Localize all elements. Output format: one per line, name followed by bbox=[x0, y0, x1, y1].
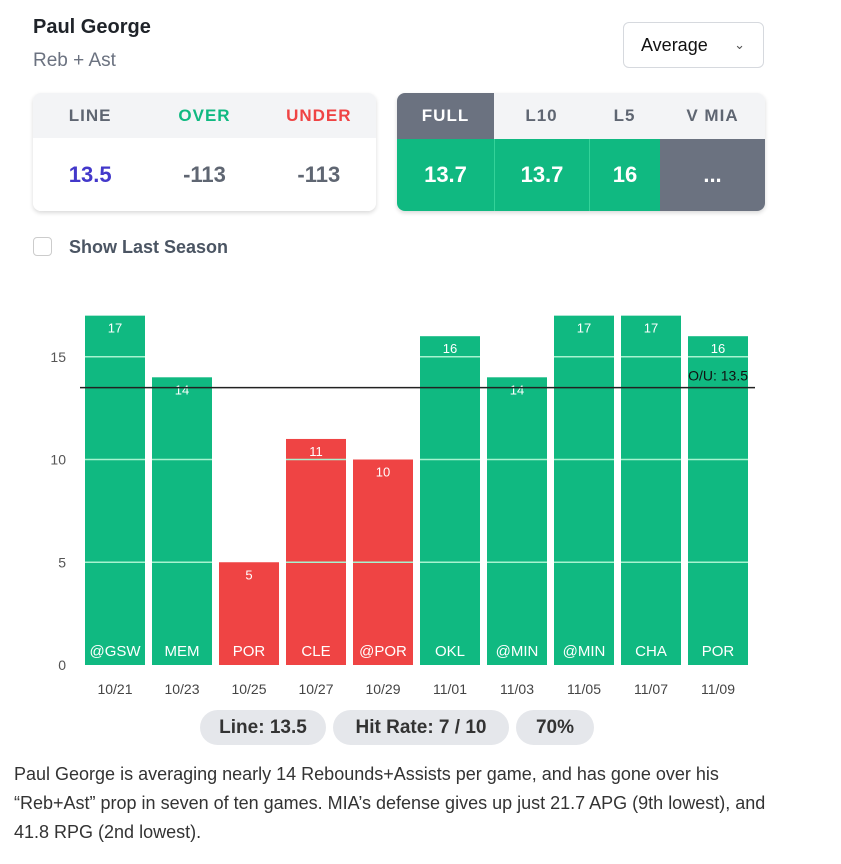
hit-rate-pill: Hit Rate: 7 / 10 bbox=[333, 710, 509, 745]
line-value: 13.5 bbox=[33, 138, 148, 211]
bar-chart: 0 5 10 15 17 @GSW 10/21 14 MEM 10/23 5 POR 10/25 11 CL… bbox=[50, 315, 755, 697]
tab-l10[interactable]: L10 bbox=[494, 93, 589, 139]
bar-opponent-label: @POR bbox=[359, 643, 407, 660]
x-tick-label: 10/23 bbox=[164, 681, 199, 697]
line-pill: Line: 13.5 bbox=[200, 710, 326, 745]
tab-l5[interactable]: L5 bbox=[589, 93, 660, 139]
y-tick-label: 10 bbox=[50, 452, 66, 468]
l5-value: 16 bbox=[589, 139, 660, 211]
x-tick-label: 11/01 bbox=[433, 681, 467, 697]
x-tick-label: 11/07 bbox=[634, 681, 668, 697]
line-header: LINE bbox=[33, 93, 148, 138]
v-mia-value: ... bbox=[660, 139, 765, 211]
bar-opponent-label: POR bbox=[702, 643, 735, 660]
bar bbox=[286, 438, 346, 665]
over-odds: -113 bbox=[147, 138, 262, 211]
full-value: 13.7 bbox=[397, 139, 494, 211]
bar bbox=[420, 336, 480, 665]
x-tick-label: 11/09 bbox=[701, 681, 735, 697]
bar-opponent-label: CLE bbox=[301, 643, 330, 660]
bar-opponent-label: POR bbox=[233, 643, 266, 660]
bar-value-label: 11 bbox=[309, 444, 323, 459]
chevron-down-icon: ⌄ bbox=[734, 37, 745, 52]
bar-value-label: 16 bbox=[711, 341, 725, 356]
over-under-label: O/U: 13.5 bbox=[688, 368, 748, 384]
x-tick-label: 10/25 bbox=[231, 681, 266, 697]
tab-v-mia[interactable]: V MIA bbox=[660, 93, 765, 139]
bar-opponent-label: MEM bbox=[165, 643, 200, 660]
show-last-season-label[interactable]: Show Last Season bbox=[69, 237, 229, 257]
over-header: OVER bbox=[147, 93, 262, 138]
bar-opponent-label: @GSW bbox=[89, 643, 141, 660]
bar bbox=[152, 377, 212, 665]
l10-value: 13.7 bbox=[494, 139, 589, 211]
bar-value-label: 16 bbox=[443, 341, 457, 356]
stats-card: FULL L10 L5 V MIA 13.7 13.7 16 ... bbox=[397, 93, 765, 211]
bar-opponent-label: CHA bbox=[635, 643, 667, 660]
under-header: UNDER bbox=[261, 93, 376, 138]
bar bbox=[621, 315, 681, 665]
bar-opponent-label: @MIN bbox=[496, 643, 539, 660]
x-tick-label: 11/03 bbox=[500, 681, 534, 697]
x-tick-label: 10/29 bbox=[365, 681, 400, 697]
bar bbox=[85, 315, 145, 665]
bar-value-label: 17 bbox=[644, 321, 658, 336]
x-tick-label: 10/27 bbox=[298, 681, 333, 697]
bar-value-label: 10 bbox=[376, 465, 390, 480]
percent-pill: 70% bbox=[516, 710, 594, 745]
dropdown-value: Average bbox=[641, 34, 708, 55]
y-tick-label: 0 bbox=[58, 657, 66, 673]
y-tick-label: 15 bbox=[50, 349, 66, 365]
bar-value-label: 5 bbox=[245, 567, 252, 582]
bar-value-label: 14 bbox=[175, 382, 189, 397]
description: Paul George is averaging nearly 14 Rebou… bbox=[14, 764, 766, 842]
market-label: Reb + Ast bbox=[33, 50, 116, 71]
bar bbox=[688, 336, 748, 665]
under-odds: -113 bbox=[261, 138, 376, 211]
x-tick-label: 11/05 bbox=[567, 681, 601, 697]
player-name: Paul George bbox=[33, 16, 151, 38]
tab-full[interactable]: FULL bbox=[397, 93, 494, 139]
bar-value-label: 17 bbox=[577, 321, 591, 336]
x-tick-label: 10/21 bbox=[97, 681, 132, 697]
bar-opponent-label: @MIN bbox=[563, 643, 606, 660]
bar-opponent-label: OKL bbox=[435, 643, 465, 660]
bar bbox=[219, 562, 279, 665]
y-tick-label: 5 bbox=[58, 554, 66, 570]
show-last-season-checkbox[interactable] bbox=[33, 237, 52, 256]
average-dropdown[interactable]: Average ⌄ bbox=[623, 22, 764, 68]
bar bbox=[554, 315, 614, 665]
odds-card: LINE OVER UNDER 13.5 -113 -113 bbox=[33, 93, 376, 211]
bar bbox=[487, 377, 547, 665]
bar-value-label: 17 bbox=[108, 321, 122, 336]
bar-value-label: 14 bbox=[510, 382, 524, 397]
